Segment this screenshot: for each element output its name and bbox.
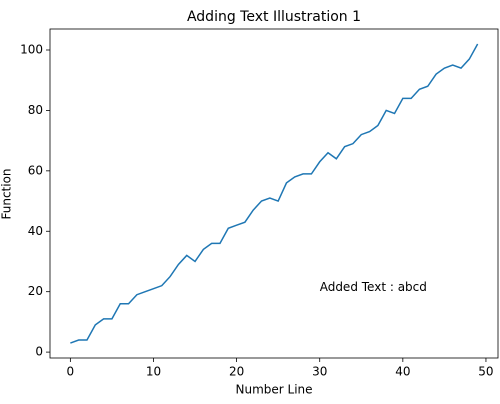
annotation: Added Text : abcd [320, 280, 427, 294]
y-tick-label: 60 [28, 163, 43, 177]
chart-title: Adding Text Illustration 1 [187, 9, 361, 25]
x-axis-label: Number Line [235, 383, 312, 397]
y-tick-label: 20 [28, 284, 43, 298]
x-tick-label: 30 [312, 365, 327, 379]
y-tick-label: 0 [35, 345, 43, 359]
y-tick-label: 100 [20, 42, 43, 56]
x-tick-label: 20 [229, 365, 244, 379]
plot-frame [49, 28, 499, 359]
x-tick-label: 50 [478, 365, 493, 379]
x-tick-label: 40 [395, 365, 410, 379]
data-line [70, 43, 479, 344]
y-tick-label: 80 [28, 103, 43, 117]
y-tick-label: 40 [28, 224, 43, 238]
x-tick-label: 10 [146, 365, 161, 379]
x-tick-label: 0 [67, 365, 75, 379]
y-axis-label: Function [0, 168, 14, 219]
